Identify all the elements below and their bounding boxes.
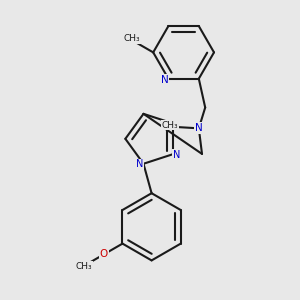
Text: O: O (100, 250, 108, 260)
Text: N: N (173, 150, 180, 160)
Text: N: N (136, 159, 143, 170)
Text: CH₃: CH₃ (124, 34, 140, 43)
Text: CH₃: CH₃ (76, 262, 92, 271)
Text: CH₃: CH₃ (162, 121, 178, 130)
Text: N: N (161, 75, 168, 85)
Text: N: N (195, 123, 203, 133)
